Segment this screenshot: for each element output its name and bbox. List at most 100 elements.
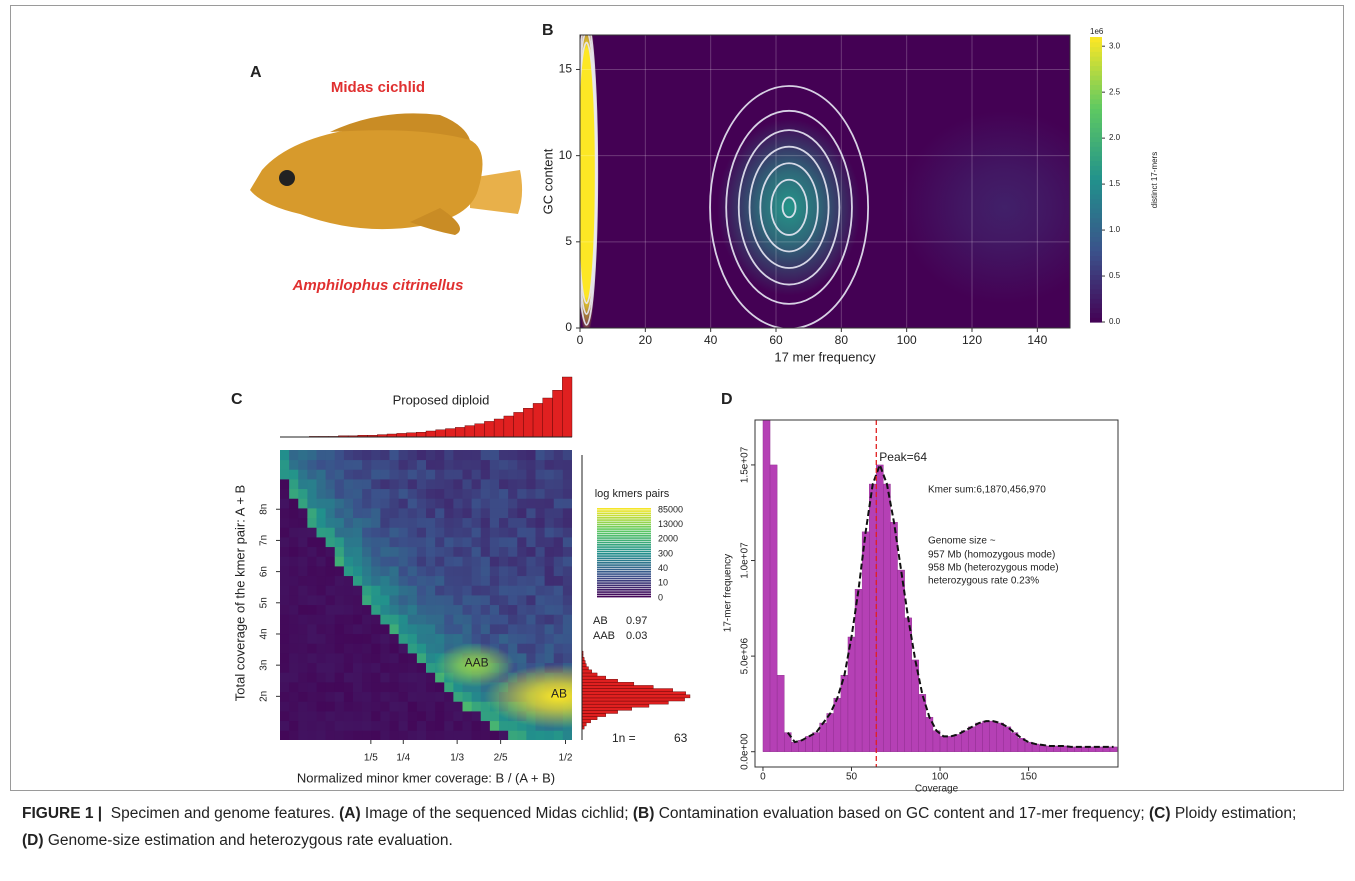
heat-cell [353, 653, 363, 663]
colorbar-segment [1090, 246, 1102, 251]
heat-cell [517, 643, 527, 653]
heat-cell [307, 624, 317, 634]
heat-cell [362, 450, 372, 460]
y-tick-label: 6n [259, 566, 270, 577]
heat-cell [326, 518, 336, 528]
peak-label: AB [551, 687, 567, 701]
heat-cell [280, 721, 290, 731]
heat-cell [472, 692, 482, 702]
heat-cell [463, 479, 473, 489]
heat-cell [554, 643, 564, 653]
plot-frame [755, 420, 1118, 767]
heat-cell [490, 498, 500, 508]
heat-cell [399, 663, 409, 673]
heat-cell [280, 643, 290, 653]
heat-cell [444, 489, 454, 499]
heat-cell [317, 518, 327, 528]
plot-area [763, 408, 1117, 767]
heat-cell [444, 701, 454, 711]
heat-cell [390, 730, 400, 740]
heat-cell [298, 469, 308, 479]
heat-cell [517, 498, 527, 508]
heat-cell [408, 692, 418, 702]
x-tick-label: 0 [577, 333, 584, 347]
heat-cell [380, 672, 390, 682]
legend-segment [597, 517, 651, 519]
heat-cell [463, 614, 473, 624]
colorbar-segment [1090, 170, 1102, 175]
heat-cell [344, 585, 354, 595]
heat-cell [526, 614, 536, 624]
heat-cell [298, 614, 308, 624]
colorbar-segment [1090, 303, 1102, 308]
heat-cell [453, 527, 463, 537]
heat-cell [563, 469, 573, 479]
heat-cell [490, 450, 500, 460]
heat-cell [280, 498, 290, 508]
colorbar-segment [1090, 75, 1102, 80]
colorbar-segment [1090, 108, 1102, 113]
colorbar-segment [1090, 270, 1102, 275]
heat-cell [408, 479, 418, 489]
heat-cell [399, 498, 409, 508]
heat-cell [453, 518, 463, 528]
legend-tick-label: 10 [658, 578, 668, 588]
legend-segment [597, 587, 651, 589]
heat-cell [444, 498, 454, 508]
colorbar-segment [1090, 251, 1102, 256]
heat-cell [317, 663, 327, 673]
heat-cell [517, 634, 527, 644]
heat-cell [453, 711, 463, 721]
heat-cell [380, 614, 390, 624]
heat-cell [481, 479, 491, 489]
heat-cell [545, 479, 555, 489]
heat-cell [390, 469, 400, 479]
caption-segment: FIGURE 1 | [22, 805, 102, 822]
heat-cell [344, 682, 354, 692]
heat-cell [536, 527, 546, 537]
legend-segment [597, 558, 651, 560]
heat-cell [435, 489, 445, 499]
histogram-bar [1004, 727, 1011, 752]
heat-cell [380, 547, 390, 557]
colorbar-segment [1090, 118, 1102, 123]
heat-cell [517, 518, 527, 528]
top-histogram-bar [562, 377, 572, 437]
legend-tick-label: 13000 [658, 519, 683, 529]
heat-cell [280, 518, 290, 528]
heat-cell [380, 469, 390, 479]
y-tick-label: 4n [259, 628, 270, 639]
colorbar-segment [1090, 123, 1102, 128]
heat-cell [444, 634, 454, 644]
colorbar-tick-label: 3.0 [1109, 41, 1121, 50]
histogram-bar [954, 734, 961, 751]
heat-cell [298, 701, 308, 711]
heat-cell [417, 508, 427, 518]
heat-cell [444, 527, 454, 537]
heat-cell [563, 585, 573, 595]
heat-cell [298, 692, 308, 702]
heat-cell [326, 721, 336, 731]
heat-cell [517, 653, 527, 663]
heat-cell [344, 614, 354, 624]
colorbar-offset: 1e6 [1090, 27, 1104, 36]
annotation: Kmer sum:6,1870,456,970 [928, 485, 1046, 496]
heat-cell [353, 518, 363, 528]
heat-cell [417, 469, 427, 479]
heat-cell [472, 614, 482, 624]
colorbar-tick-label: 2.5 [1109, 87, 1121, 96]
legend-segment [597, 537, 651, 539]
heat-cell [362, 634, 372, 644]
heat-cell [545, 643, 555, 653]
heat-cell [536, 460, 546, 470]
heat-cell [526, 498, 536, 508]
heat-cell [426, 469, 436, 479]
page: A Midas cichlid Amphilophus citrinellus … [0, 0, 1355, 881]
heat-cell [453, 566, 463, 576]
top-histogram-bar [397, 433, 407, 437]
heat-cell [417, 711, 427, 721]
heat-cell [390, 672, 400, 682]
heat-cell [307, 692, 317, 702]
heat-cell [499, 721, 509, 731]
legend-segment [597, 571, 651, 573]
